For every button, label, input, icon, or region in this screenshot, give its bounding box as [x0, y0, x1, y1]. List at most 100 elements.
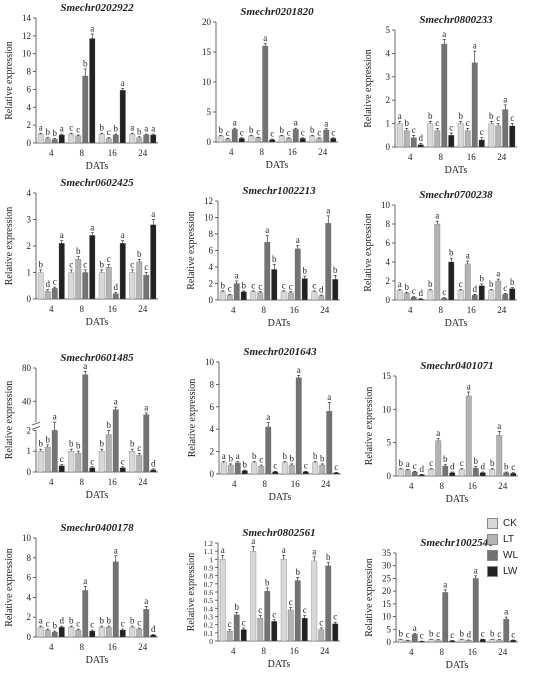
bar-ck	[98, 133, 105, 144]
significance-label: c	[256, 127, 260, 137]
significance-label: a	[263, 33, 267, 43]
x-tick-label: 24	[138, 642, 148, 652]
significance-label: a	[90, 24, 94, 34]
significance-label: a	[233, 118, 237, 128]
x-tick-label: 4	[408, 152, 413, 162]
significance-label: a	[114, 545, 118, 555]
bar-lw	[119, 467, 126, 473]
significance-label: a	[467, 382, 471, 392]
bar-ck	[311, 560, 318, 642]
x-tick-label: 8	[80, 148, 85, 158]
significance-label: c	[287, 127, 291, 137]
x-axis-label: DATs	[86, 317, 109, 328]
significance-label: a	[312, 546, 316, 556]
significance-label: c	[273, 461, 277, 471]
significance-label: c	[289, 281, 293, 291]
significance-label: c	[317, 127, 321, 137]
bar-lt	[75, 453, 82, 473]
legend-swatch-lt	[487, 533, 498, 545]
x-axis-label: DATs	[268, 318, 291, 329]
significance-label: b	[474, 456, 479, 466]
bar-lt	[404, 469, 411, 477]
significance-label: c	[258, 605, 262, 615]
x-tick-label: 24	[321, 479, 331, 489]
bar-lt	[224, 138, 231, 143]
x-tick-label: 24	[138, 477, 148, 487]
significance-label: b	[265, 577, 270, 587]
bar-wl	[262, 45, 269, 143]
significance-label: c	[466, 118, 470, 128]
x-tick-label: 8	[262, 305, 267, 315]
significance-label: b	[489, 111, 494, 121]
bar-lw	[119, 629, 126, 638]
axis-break-mark	[31, 421, 41, 426]
significance-label: b	[290, 453, 295, 463]
y-tick-label: 5	[387, 624, 392, 634]
bar-ck	[280, 291, 287, 301]
chart-title: Smechr0202922	[60, 2, 134, 14]
significance-label: a	[496, 269, 500, 279]
y-tick-label: 2	[210, 447, 215, 457]
bar-lt	[255, 137, 262, 143]
significance-label: c	[259, 455, 263, 465]
chart-title: Smechr0401071	[420, 360, 493, 372]
bar-ck	[37, 626, 44, 638]
bar-wl	[410, 296, 417, 301]
y-tick-label: 25	[382, 573, 392, 583]
y-tick-label: 10	[22, 533, 32, 543]
y-tick-label: 0.5	[204, 596, 214, 605]
significance-label: b	[504, 462, 509, 472]
significance-label: a	[466, 251, 470, 261]
significance-label: c	[76, 124, 80, 134]
chart-panel-9: 0 5 10 15 Smechr0401071 Relative expression DA…	[364, 360, 518, 505]
y-tick-label: 2	[386, 276, 391, 286]
legend-swatch-wl	[487, 549, 498, 561]
bar-ck	[68, 626, 75, 638]
significance-label: b	[490, 629, 495, 639]
bar-wl	[410, 137, 417, 148]
y-tick-label: 10	[382, 612, 392, 622]
bar-ck	[397, 639, 404, 643]
legend-label-wl: WL	[503, 549, 518, 561]
x-axis-label: DATs	[445, 318, 468, 329]
significance-label: d	[319, 285, 324, 295]
bar-ck	[488, 290, 495, 301]
bar-lw	[449, 472, 456, 477]
y-tick-label: 14	[22, 13, 32, 23]
y-tick-label: 10	[204, 213, 214, 223]
significance-label: b	[460, 629, 465, 639]
significance-label: c	[459, 279, 463, 289]
y-axis-label: Relative expression	[364, 387, 375, 466]
y-tick-label: 8	[210, 379, 215, 389]
y-tick-label: 0	[386, 142, 391, 152]
y-tick-label: 5	[386, 25, 391, 35]
bar-wl	[82, 272, 89, 300]
significance-label: a	[435, 211, 439, 221]
bar-lw	[58, 134, 65, 144]
bar-lw	[58, 465, 65, 473]
y-axis-label: Relative expression	[4, 548, 15, 627]
significance-label: c	[251, 280, 255, 290]
bar-lw	[332, 279, 339, 301]
bar-lw	[332, 623, 339, 642]
significance-label: c	[240, 127, 244, 137]
significance-label: b	[428, 279, 433, 289]
significance-label: c	[412, 286, 416, 296]
bar-lt	[105, 434, 112, 473]
bar-wl	[325, 565, 332, 642]
bar-ck	[220, 462, 227, 475]
x-tick-label: 4	[231, 646, 236, 656]
bar-ck	[68, 272, 75, 300]
significance-label: b	[405, 118, 410, 128]
bar-ck	[397, 469, 404, 477]
bar-ck	[427, 290, 434, 301]
significance-label: b	[76, 246, 81, 256]
significance-label: a	[504, 607, 508, 617]
bar-lw	[241, 470, 248, 475]
bar-wl	[143, 274, 150, 300]
bar-lt	[285, 138, 292, 143]
significance-label: a	[503, 94, 507, 104]
chart-title: Smechr0602425	[60, 177, 134, 189]
bar-ck	[428, 639, 435, 643]
